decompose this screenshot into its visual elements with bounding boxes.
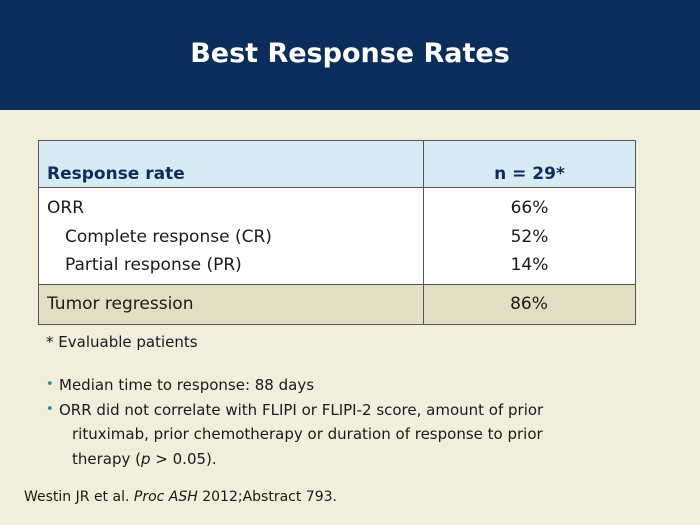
table-header-row: Response rate n = 29* — [38, 140, 636, 188]
bullet-text: Median time to response: 88 days — [59, 376, 315, 394]
bullet-text: therapy ( — [72, 449, 141, 468]
header-response-rate: Response rate — [38, 140, 424, 188]
cr-value: 52% — [510, 226, 549, 247]
bullet-orr-correlation: • ORR did not correlate with FLIPI or FL… — [46, 398, 646, 472]
footnote: * Evaluable patients — [46, 333, 198, 351]
orr-value: 66% — [510, 198, 549, 218]
title-bar: Best Response Rates — [0, 0, 700, 110]
cr-label: Complete response (CR) — [65, 226, 272, 247]
slide-title: Best Response Rates — [190, 38, 510, 69]
bullet-line: therapy (p > 0.05). — [59, 447, 646, 472]
footnote-text: Evaluable patients — [58, 333, 198, 351]
bullet-line: rituximab, prior chemotherapy or duratio… — [72, 425, 543, 443]
response-rate-table: Response rate n = 29* ORR Complete respo… — [38, 140, 636, 325]
tumor-regression-value: 86% — [423, 283, 636, 325]
bullet-text: > 0.05). — [150, 449, 217, 468]
bullet-median-time: • Median time to response: 88 days — [46, 373, 646, 398]
footnote-marker: * — [46, 333, 54, 351]
citation-journal: Proc ASH — [133, 489, 198, 505]
table-body-row: ORR Complete response (CR) Partial respo… — [38, 187, 636, 285]
label-column: ORR Complete response (CR) Partial respo… — [38, 187, 424, 285]
p-value-symbol: p — [141, 449, 151, 468]
orr-label: ORR — [47, 198, 85, 218]
tumor-regression-row: Tumor regression 86% — [38, 283, 636, 325]
citation-authors: Westin JR et al. — [24, 489, 134, 505]
bullet-line: ORR did not correlate with FLIPI or FLIP… — [59, 400, 544, 419]
bullet-list: • Median time to response: 88 days • ORR… — [46, 373, 646, 471]
bullet-dot-icon: • — [46, 377, 54, 392]
header-n: n = 29* — [423, 140, 636, 188]
citation-details: 2012;Abstract 793. — [197, 489, 337, 505]
tumor-regression-label: Tumor regression — [38, 283, 424, 325]
citation: Westin JR et al. Proc ASH 2012;Abstract … — [24, 489, 337, 505]
pr-label: Partial response (PR) — [65, 255, 242, 275]
pr-value: 14% — [510, 255, 549, 275]
bullet-dot-icon: • — [46, 401, 54, 417]
value-column: 66% 52% 14% — [423, 187, 636, 285]
